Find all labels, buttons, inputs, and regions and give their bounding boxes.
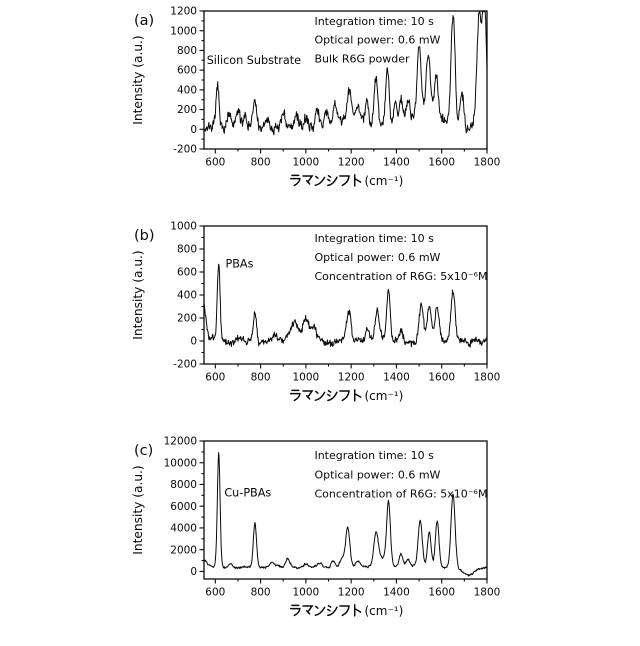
y-tick-label: -200: [173, 144, 197, 156]
x-axis-title: (cm⁻¹): [289, 389, 404, 403]
spectrum-chart: (b) 600 800 1000 1200 1400 1600 1800 -200 0 200 400…: [131, 221, 501, 403]
x-tick-label: 800: [251, 157, 271, 169]
spectrum-line: [203, 11, 488, 136]
x-tick-label: 1800: [474, 157, 501, 169]
panel-letter: (c): [134, 443, 153, 459]
annotation-line: Integration time: 10 s: [314, 232, 434, 245]
y-axis-title: Intensity (a.u.): [131, 465, 145, 554]
spectrum-line: [203, 452, 488, 577]
annotation-line: Optical power: 0.6 mW: [314, 34, 440, 47]
panel-letter: (a): [134, 13, 154, 29]
x-tick-label: 800: [251, 587, 271, 599]
y-tick-label: 400: [177, 290, 197, 302]
x-tick-label: 1200: [338, 587, 365, 599]
y-tick-label: 4000: [170, 523, 197, 535]
x-tick-label: 600: [205, 157, 225, 169]
x-tick-label: 1600: [428, 372, 455, 384]
x-tick-label: 1200: [338, 157, 365, 169]
y-tick-label: 6000: [170, 501, 197, 513]
y-tick-label: 800: [177, 45, 197, 57]
panel-letter: (b): [134, 228, 155, 244]
x-tick-label: 1000: [293, 372, 320, 384]
annotation-line: Integration time: 10 s: [314, 15, 434, 28]
x-tick-label: 800: [251, 372, 271, 384]
x-tick-label: 1600: [428, 587, 455, 599]
x-axis-title: (cm⁻¹): [289, 604, 404, 618]
x-tick-label: 1000: [293, 157, 320, 169]
spectrum-chart: (a) 600 800 1000 1200 1400 1600 1800 -200 0 200 400…: [131, 6, 501, 188]
y-tick-label: 1000: [170, 25, 197, 37]
y-tick-label: 600: [177, 65, 197, 77]
sample-label: PBAs: [226, 257, 254, 270]
y-tick-label: 200: [177, 104, 197, 116]
y-tick-label: 2000: [170, 544, 197, 556]
y-tick-label: 10000: [164, 457, 197, 469]
x-tick-label: 1400: [383, 372, 410, 384]
axis-ticks: [199, 440, 488, 584]
svg-text:(cm⁻¹): (cm⁻¹): [365, 174, 404, 188]
y-tick-label: 8000: [170, 479, 197, 491]
y-tick-label: 800: [177, 244, 197, 256]
y-axis-title: Intensity (a.u.): [131, 35, 145, 124]
annotation-line: Concentration of R6G: 5x10⁻⁶M: [314, 270, 487, 283]
x-tick-label: 1800: [474, 372, 501, 384]
spectrum-line: [203, 263, 488, 348]
y-tick-label: 12000: [164, 436, 197, 448]
svg-text:(cm⁻¹): (cm⁻¹): [365, 389, 404, 403]
x-tick-label: 1800: [474, 587, 501, 599]
x-axis-title: (cm⁻¹): [289, 174, 404, 188]
plot-frame: [203, 440, 488, 580]
panel-a: (a) 600 800 1000 1200 1400 1600 1800 -200 0 200 400…: [127, 2, 522, 216]
plot-frame: [203, 10, 488, 150]
sample-label: Cu-PBAs: [224, 486, 271, 499]
axis-ticks: [199, 10, 488, 154]
x-tick-label: 1200: [338, 372, 365, 384]
axis-ticks: [199, 225, 488, 369]
svg-text:(cm⁻¹): (cm⁻¹): [365, 604, 404, 618]
y-tick-label: 400: [177, 84, 197, 96]
y-tick-label: 0: [190, 124, 197, 136]
y-tick-label: 0: [190, 566, 197, 578]
y-tick-label: 1200: [170, 6, 197, 18]
annotation-line: Optical power: 0.6 mW: [314, 468, 440, 481]
annotation-line: Concentration of R6G: 5x10⁻⁶M: [314, 488, 487, 501]
y-tick-label: 1000: [170, 221, 197, 233]
x-tick-label: 600: [205, 372, 225, 384]
x-tick-label: 1000: [293, 587, 320, 599]
y-tick-label: -200: [173, 359, 197, 371]
y-tick-label: 600: [177, 267, 197, 279]
panel-b: (b) 600 800 1000 1200 1400 1600 1800 -200 0 200 400…: [127, 217, 522, 431]
spectrum-chart: (c) 600 800 1000 1200 1400 1600 1800 0 2000 4000 60…: [131, 436, 501, 618]
annotation-line: Optical power: 0.6 mW: [314, 251, 440, 264]
x-tick-label: 1600: [428, 157, 455, 169]
annotation-line: Integration time: 10 s: [314, 449, 434, 462]
y-axis-title: Intensity (a.u.): [131, 250, 145, 339]
y-tick-label: 0: [190, 336, 197, 348]
y-tick-label: 200: [177, 313, 197, 325]
panel-c: (c) 600 800 1000 1200 1400 1600 1800 0 2000 4000 60…: [127, 432, 522, 646]
x-tick-label: 600: [205, 587, 225, 599]
x-tick-label: 1400: [383, 587, 410, 599]
x-tick-label: 1400: [383, 157, 410, 169]
sample-label: Silicon Substrate: [207, 54, 301, 67]
annotation-line: Bulk R6G powder: [314, 53, 410, 66]
